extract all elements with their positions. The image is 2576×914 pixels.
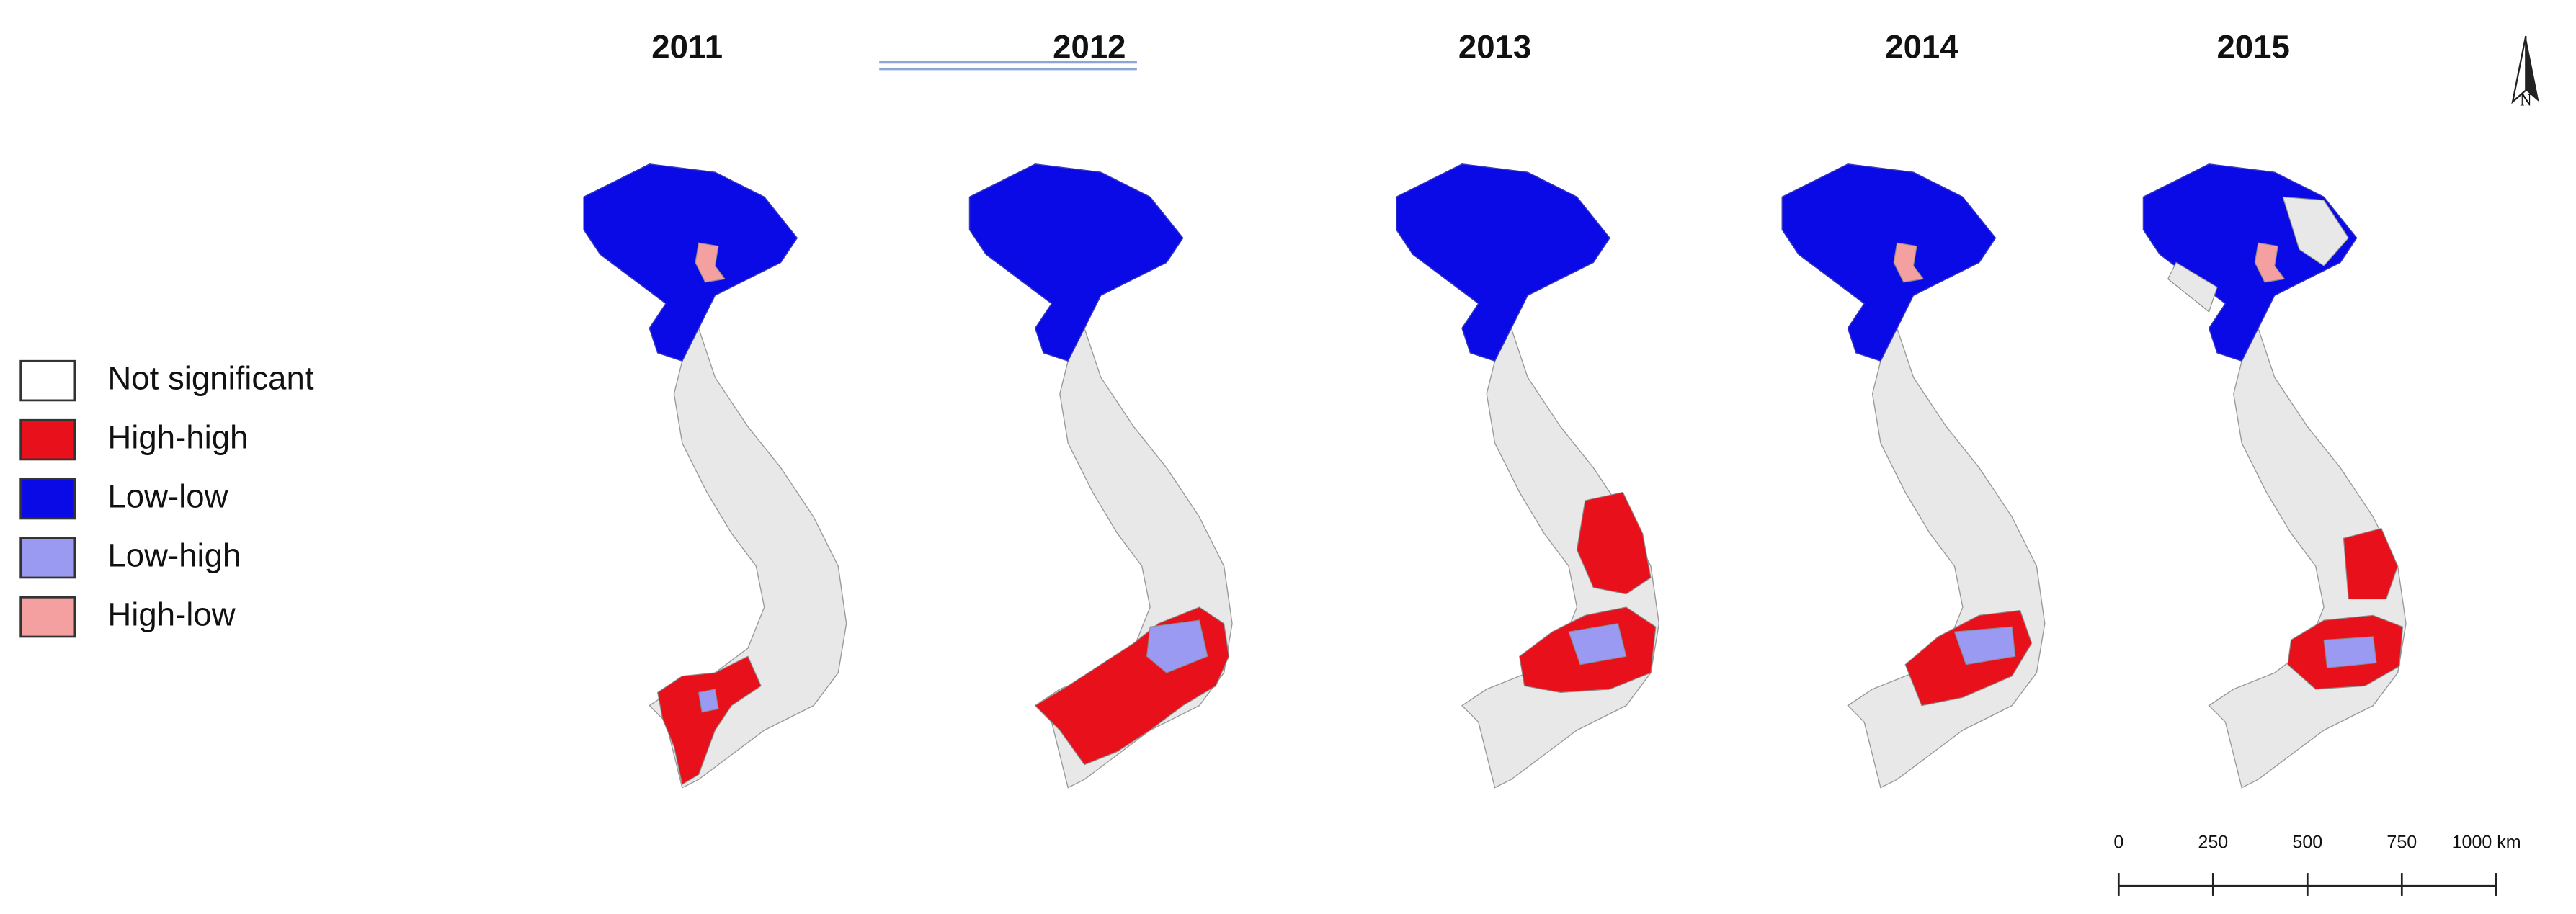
scale-label: 250 bbox=[2198, 833, 2228, 853]
scale-label: 500 bbox=[2292, 833, 2322, 853]
legend-swatch bbox=[19, 418, 76, 461]
region-cluster bbox=[583, 163, 798, 362]
legend-label: Low-high bbox=[107, 537, 241, 574]
region-cluster bbox=[695, 242, 726, 283]
legend-swatch bbox=[19, 596, 76, 638]
north-label: N bbox=[2520, 91, 2531, 109]
region-cluster bbox=[657, 655, 762, 785]
scale-label: 0 bbox=[2113, 833, 2123, 853]
country-map bbox=[968, 163, 1233, 789]
legend-swatch bbox=[19, 359, 76, 402]
region-cluster bbox=[968, 163, 1184, 362]
region-cluster bbox=[1576, 491, 1652, 595]
region-cluster bbox=[2323, 636, 2377, 668]
region-cluster bbox=[1146, 619, 1208, 673]
legend-label: Not significant bbox=[107, 360, 313, 397]
region-cluster bbox=[1893, 242, 1925, 283]
region-cluster bbox=[1396, 163, 1610, 362]
country-map bbox=[1396, 163, 1660, 789]
country-map bbox=[2142, 163, 2407, 789]
region-cluster bbox=[1781, 163, 1997, 362]
country-map bbox=[583, 163, 847, 789]
legend-label: Low-low bbox=[107, 478, 228, 515]
legend-swatch bbox=[19, 478, 76, 520]
region-cluster bbox=[2343, 527, 2399, 600]
scale-label: 750 bbox=[2386, 833, 2417, 853]
legend-label: High-low bbox=[107, 596, 235, 633]
north-arrow: N bbox=[2511, 35, 2539, 109]
panel-title: 2011 bbox=[651, 28, 723, 65]
region-cluster bbox=[1568, 623, 1627, 666]
panel-title: 2014 bbox=[1885, 28, 1958, 65]
region-cluster bbox=[2167, 261, 2218, 313]
country-map bbox=[1781, 163, 2046, 789]
panel-title: 2012 bbox=[1053, 28, 1126, 65]
panel-title: 2015 bbox=[2216, 28, 2289, 65]
panel-title: 2013 bbox=[1458, 28, 1531, 65]
legend-swatch bbox=[19, 537, 76, 579]
legend-label: High-high bbox=[107, 419, 248, 456]
scale-label: 1000 km bbox=[2452, 833, 2521, 853]
region-cluster bbox=[2282, 196, 2349, 266]
region-cluster bbox=[2254, 242, 2286, 283]
region-cluster bbox=[698, 689, 719, 713]
region-cluster bbox=[1953, 626, 2016, 666]
